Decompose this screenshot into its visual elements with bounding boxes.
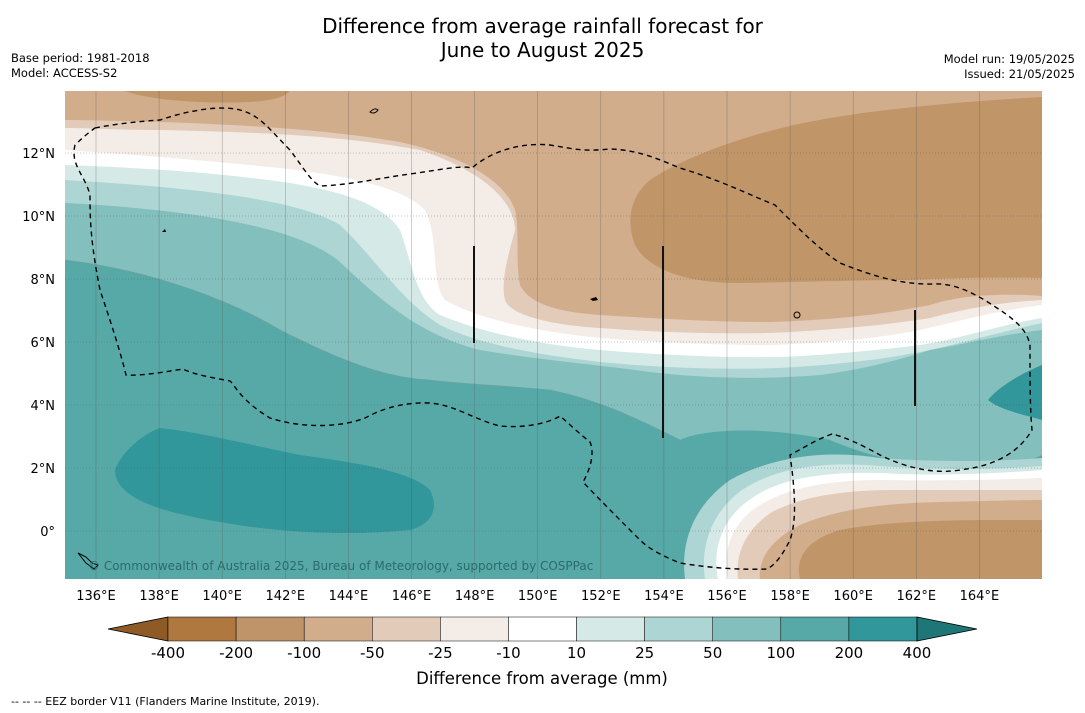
legend-tick-label: 10 — [567, 644, 586, 662]
lon-tick-label: 146°E — [392, 589, 432, 604]
lat-tick-label: 6°N — [31, 336, 56, 351]
legend-swatch — [712, 616, 782, 642]
lon-tick-label: 160°E — [833, 589, 873, 604]
legend-tick-label: 50 — [703, 644, 722, 662]
chart-title: Difference from average rainfall forecas… — [0, 14, 1085, 62]
lon-tick-label: 164°E — [960, 589, 1000, 604]
grid-lines — [65, 91, 1042, 579]
issued-text: Issued: 21/05/2025 — [964, 67, 1075, 81]
base-period-text: Base period: 1981-2018 — [11, 51, 150, 65]
legend-tick-label: -400 — [151, 644, 185, 662]
band-400-west — [115, 428, 434, 534]
lon-tick-label: 142°E — [266, 589, 306, 604]
meta-right: Model run: 19/05/2025 Issued: 21/05/2025 — [944, 52, 1075, 82]
legend-tick-label: 200 — [835, 644, 864, 662]
legend-arrow-low — [107, 616, 169, 642]
legend-arrow-high — [916, 616, 978, 642]
copyright-text: © Commonwealth of Australia 2025, Bureau… — [88, 559, 593, 573]
lat-tick-label: 10°N — [22, 210, 55, 225]
lon-tick-label: 150°E — [518, 589, 558, 604]
lon-tick-label: 158°E — [770, 589, 810, 604]
band-minus100-top — [125, 91, 290, 103]
legend-tick-label: -10 — [496, 644, 521, 662]
band-minus100 — [630, 97, 1042, 283]
model-text: Model: ACCESS-S2 — [11, 66, 118, 80]
island-2 — [793, 311, 801, 319]
lat-tick-label: 0° — [40, 525, 55, 540]
island-1 — [369, 108, 379, 114]
lat-tick-label: 4°N — [31, 399, 56, 414]
lon-tick-label: 154°E — [644, 589, 684, 604]
lon-tick-label: 136°E — [76, 589, 116, 604]
lon-tick-label: 148°E — [455, 589, 495, 604]
legend-title: Difference from average (mm) — [416, 669, 668, 688]
map-area: © Commonwealth of Australia 2025, Bureau… — [65, 91, 1042, 579]
legend-swatch — [576, 616, 645, 642]
legend-tick-label: -200 — [219, 644, 253, 662]
band-400-east — [988, 365, 1042, 420]
eez-border-west — [73, 107, 1033, 570]
legend-tick-label: -25 — [428, 644, 453, 662]
lat-tick-label: 2°N — [31, 462, 56, 477]
legend-swatch — [303, 616, 373, 642]
legend-swatch — [235, 616, 305, 642]
lat-tick-label: 12°N — [22, 147, 55, 162]
meta-left: Base period: 1981-2018 Model: ACCESS-S2 — [11, 51, 150, 81]
legend-tick-label: 25 — [635, 644, 654, 662]
lat-tick-label: 8°N — [31, 273, 56, 288]
lon-tick-label: 138°E — [139, 589, 179, 604]
axis-labels: 136°E 138°E 140°E 142°E 144°E 146°E 148°E 150°E… — [22, 147, 999, 604]
legend-tick-label: -50 — [360, 644, 385, 662]
lon-tick-label: 144°E — [329, 589, 369, 604]
lon-tick-label: 162°E — [897, 589, 937, 604]
lon-tick-label: 152°E — [581, 589, 621, 604]
legend-swatch — [167, 616, 237, 642]
lon-tick-label: 140°E — [202, 589, 242, 604]
lon-tick-label: 156°E — [707, 589, 747, 604]
band-outline — [65, 259, 681, 441]
model-run-text: Model run: 19/05/2025 — [943, 52, 1075, 66]
legend-swatch — [372, 616, 441, 642]
legend-swatch — [780, 616, 850, 642]
legend-swatch — [508, 616, 577, 642]
legend-tick-label: 400 — [903, 644, 932, 662]
title-line-2: June to August 2025 — [440, 38, 645, 62]
eez-footnote: -- -- -- EEZ border V11 (Flanders Marine… — [11, 695, 320, 708]
legend-swatch — [848, 616, 918, 642]
legend-swatch — [644, 616, 713, 642]
title-line-1: Difference from average rainfall forecas… — [322, 14, 763, 38]
band-s-minus100 — [798, 520, 1042, 579]
legend-tick-label: -100 — [287, 644, 321, 662]
legend-swatch — [440, 616, 509, 642]
island-4 — [162, 229, 166, 232]
legend-tick-label: 100 — [766, 644, 795, 662]
island-3 — [590, 297, 598, 301]
island-5 — [77, 552, 99, 570]
legend: -400 -200 -100 -50 -25 -10 10 25 50 100 200 400 — [107, 616, 978, 662]
